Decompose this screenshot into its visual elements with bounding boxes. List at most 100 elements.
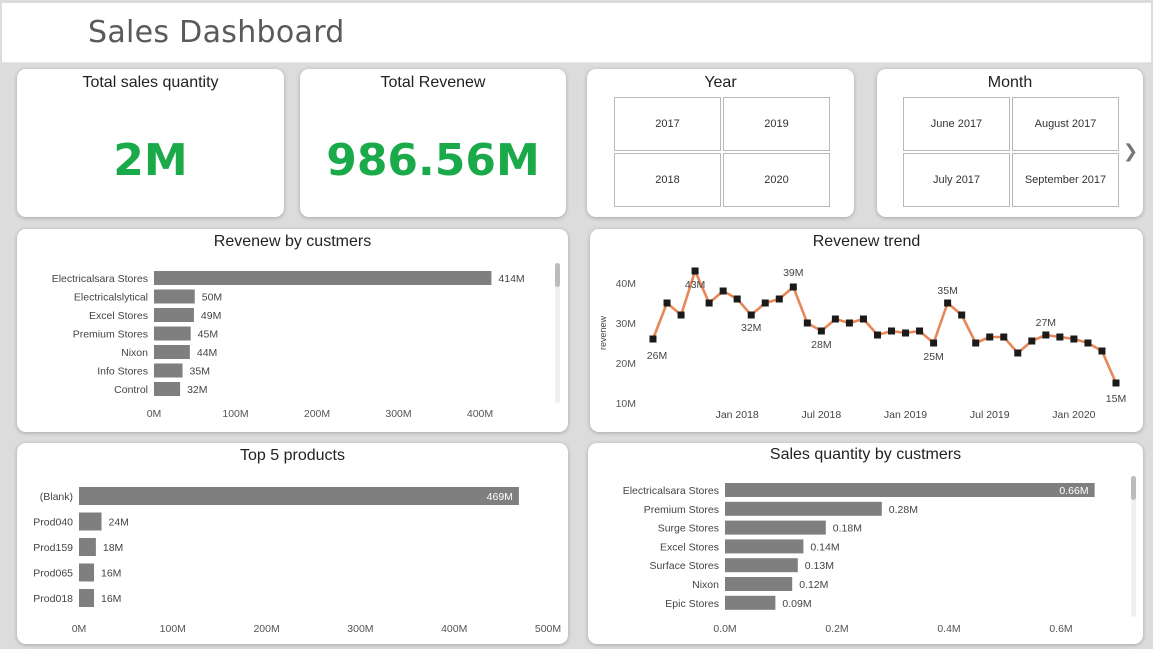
y-tick-label: 20M [616,358,636,370]
data-label: 0.66M [1059,485,1088,497]
x-tick-label: Jan 2019 [884,409,927,421]
x-tick-label: 200M [304,408,330,420]
data-point [733,295,741,303]
revenue-trend-chart: revenew 40M 30M 20M 10M Jan 2018 Jul 2018 Jan 2… [598,267,1126,421]
quantity-by-customers-chart: Electricalsara Stores 0.66M Premium Stores… [623,483,1095,635]
kpi-card-revenue[interactable]: Total Revenew 986.56M [300,69,566,217]
x-tick-label: 100M [160,623,186,635]
y-tick-label: 10M [616,398,636,410]
data-label: 0.18M [833,523,862,535]
month-option-july-2017[interactable]: July 2017 [903,153,1010,207]
x-tick-label: 0.4M [937,623,960,635]
data-point [1098,347,1106,355]
bar [154,289,195,304]
bar [154,345,190,359]
chevron-right-icon[interactable]: ❯ [1123,141,1139,161]
data-label: 16M [101,593,121,605]
bar [154,271,492,285]
chart-title: Top 5 products [240,447,345,464]
bar [725,595,776,610]
scrollbar-thumb[interactable] [555,263,560,287]
year-option-2018[interactable]: 2018 [614,153,721,207]
revenue-by-customers-card: Revenew by custmers Electricalsara Store… [17,229,568,432]
data-point [888,327,896,335]
year-option-2020[interactable]: 2020 [723,153,830,207]
x-tick-label: 400M [467,408,493,420]
x-tick-label: 0.2M [825,623,848,635]
bar [725,558,798,573]
data-point [873,331,881,339]
x-tick-label: 0.6M [1049,623,1072,635]
dashboard-header: Sales Dashboard [2,3,1151,63]
data-label: 32M [187,384,207,396]
data-point [972,339,980,347]
category-label: (Blank) [40,491,73,503]
x-tick-label: 400M [441,623,467,635]
scrollbar[interactable] [555,263,560,403]
data-point [1014,349,1022,357]
year-slicer-title: Year [704,74,737,91]
year-slicer: Year 2017 2019 2018 2020 [587,69,854,217]
data-point [986,333,994,341]
data-point [817,327,825,335]
x-tick-label: 200M [253,623,279,635]
y-tick-label: 30M [616,318,636,330]
data-label: 28M [811,339,831,351]
month-option-june-2017[interactable]: June 2017 [903,97,1010,151]
data-label: 35M [190,366,210,378]
top5-products-card: Top 5 products (Blank) 469M Prod040 24M Prod… [17,443,568,644]
bar [154,326,191,341]
data-point [803,319,811,327]
data-point [845,319,853,327]
data-point [831,315,839,323]
scrollbar-thumb[interactable] [1131,476,1136,500]
data-label: 32M [741,322,761,334]
bar [725,539,804,554]
data-point [916,327,924,335]
chart-title: Revenew by custmers [213,233,372,250]
month-option-august-2017[interactable]: August 2017 [1012,97,1119,151]
revenue-trend-card: Revenew trend revenew 40M 30M 20M 10M Jan 201… [590,229,1143,432]
data-point [1084,339,1092,347]
bar [79,487,519,505]
kpi-quantity-title: Total sales quantity [82,74,219,91]
data-label: 43M [685,279,705,291]
year-option-2017[interactable]: 2017 [614,97,721,151]
year-option-2019[interactable]: 2019 [723,97,830,151]
data-point [649,335,657,343]
data-point [930,339,938,347]
category-label: Premium Stores [73,329,148,341]
data-label: 39M [783,267,803,279]
category-label: Excel Stores [89,310,148,322]
bar [79,538,96,556]
data-label: 25M [923,351,943,363]
category-label: Epic Stores [665,598,719,610]
bar [79,589,95,607]
bar [725,520,826,535]
kpi-revenue-title: Total Revenew [380,74,486,91]
data-label: 414M [498,273,524,285]
data-label: 26M [647,350,667,362]
data-label: 44M [197,347,217,359]
bar [154,363,183,378]
data-label: 49M [201,310,221,322]
scrollbar[interactable] [1131,476,1136,617]
kpi-card-quantity[interactable]: Total sales quantity 2M [17,69,284,217]
category-label: Surge Stores [658,523,719,535]
month-option-september-2017[interactable]: September 2017 [1012,153,1119,207]
data-label: 0.12M [799,579,828,591]
category-label: Prod065 [33,568,73,580]
data-point [1000,333,1008,341]
data-point [902,329,910,337]
data-point [1070,335,1078,343]
data-label: 35M [937,285,957,297]
page-title: Sales Dashboard [88,15,345,50]
data-label: 0.14M [810,541,839,553]
data-point [944,299,952,307]
x-tick-label: 0.0M [713,623,736,635]
category-label: Surface Stores [650,560,719,572]
data-point [691,267,699,275]
x-tick-label: Jan 2020 [1052,409,1095,421]
bar [725,577,793,591]
data-point [761,299,769,307]
